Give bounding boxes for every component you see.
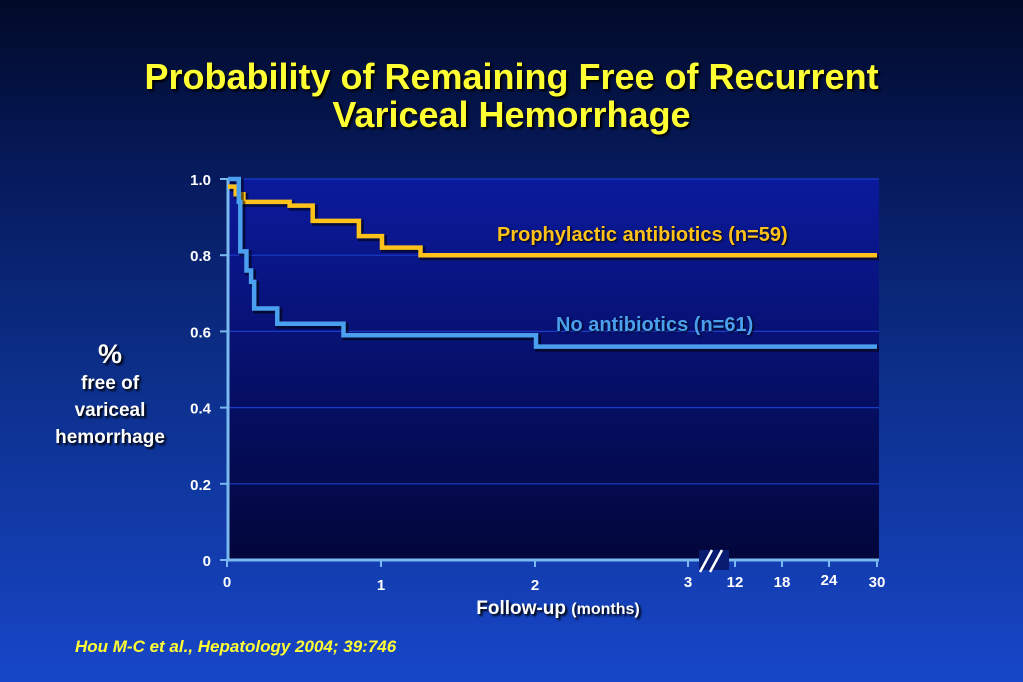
y-tick-label-3: 0.6 bbox=[190, 324, 211, 341]
axis-break-slash-1 bbox=[698, 549, 714, 573]
y-tick-label-4: 0.8 bbox=[190, 248, 211, 265]
x-tick-label-6: 24 bbox=[821, 572, 838, 589]
chart-title: Probability of Remaining Free of Recurre… bbox=[0, 58, 1023, 134]
x-tick-labels: 0 1 2 3 12 18 24 30 bbox=[223, 572, 886, 594]
y-axis-label-line-2: variceal bbox=[74, 400, 146, 421]
y-axis-label-line-1: free of bbox=[80, 373, 140, 394]
x-axis-label-unit: (months) bbox=[571, 601, 640, 618]
plot-area bbox=[228, 179, 879, 560]
series-label-antibiotics: Prophylactic antibiotics (n=59) bbox=[497, 224, 788, 246]
axis-break-gap bbox=[699, 550, 729, 570]
y-tick-label-5: 1.0 bbox=[190, 172, 211, 189]
title-line-2: Variceal Hemorrhage bbox=[332, 94, 691, 135]
x-tick-label-2: 2 bbox=[531, 577, 539, 594]
x-tick-label-1: 1 bbox=[377, 577, 385, 594]
x-tick-label-5: 18 bbox=[774, 574, 791, 591]
series-lines bbox=[228, 176, 879, 352]
axis-break-slash-2 bbox=[708, 549, 724, 573]
y-axis-label-symbol: % bbox=[97, 339, 122, 369]
x-axis-label-main: Follow-up bbox=[476, 598, 566, 619]
x-axis-label: Follow-up (months) bbox=[398, 598, 718, 620]
x-tick-label-4: 12 bbox=[727, 574, 744, 591]
y-tick-label-0: 0 bbox=[203, 553, 211, 570]
title-line-1: Probability of Remaining Free of Recurre… bbox=[144, 56, 879, 97]
x-tick-label-7: 30 bbox=[869, 574, 886, 591]
y-axis-label: % free of variceal hemorrhage bbox=[30, 338, 190, 451]
y-tick-label-1: 0.2 bbox=[190, 477, 211, 494]
x-tick-label-0: 0 bbox=[223, 574, 231, 591]
series-line-1 bbox=[228, 176, 877, 349]
citation: Hou M-C et al., Hepatology 2004; 39:746 bbox=[75, 637, 397, 656]
y-tick-label-2: 0.4 bbox=[190, 401, 212, 418]
axes bbox=[220, 178, 879, 567]
y-axis-label-line-3: hemorrhage bbox=[55, 427, 165, 448]
x-tick-label-3: 3 bbox=[684, 574, 692, 591]
axis-break-mark bbox=[698, 549, 729, 573]
y-tick-labels: 0 0.2 0.4 0.6 0.8 1.0 bbox=[190, 172, 212, 570]
series-label-no-antibiotics: No antibiotics (n=61) bbox=[556, 314, 754, 336]
